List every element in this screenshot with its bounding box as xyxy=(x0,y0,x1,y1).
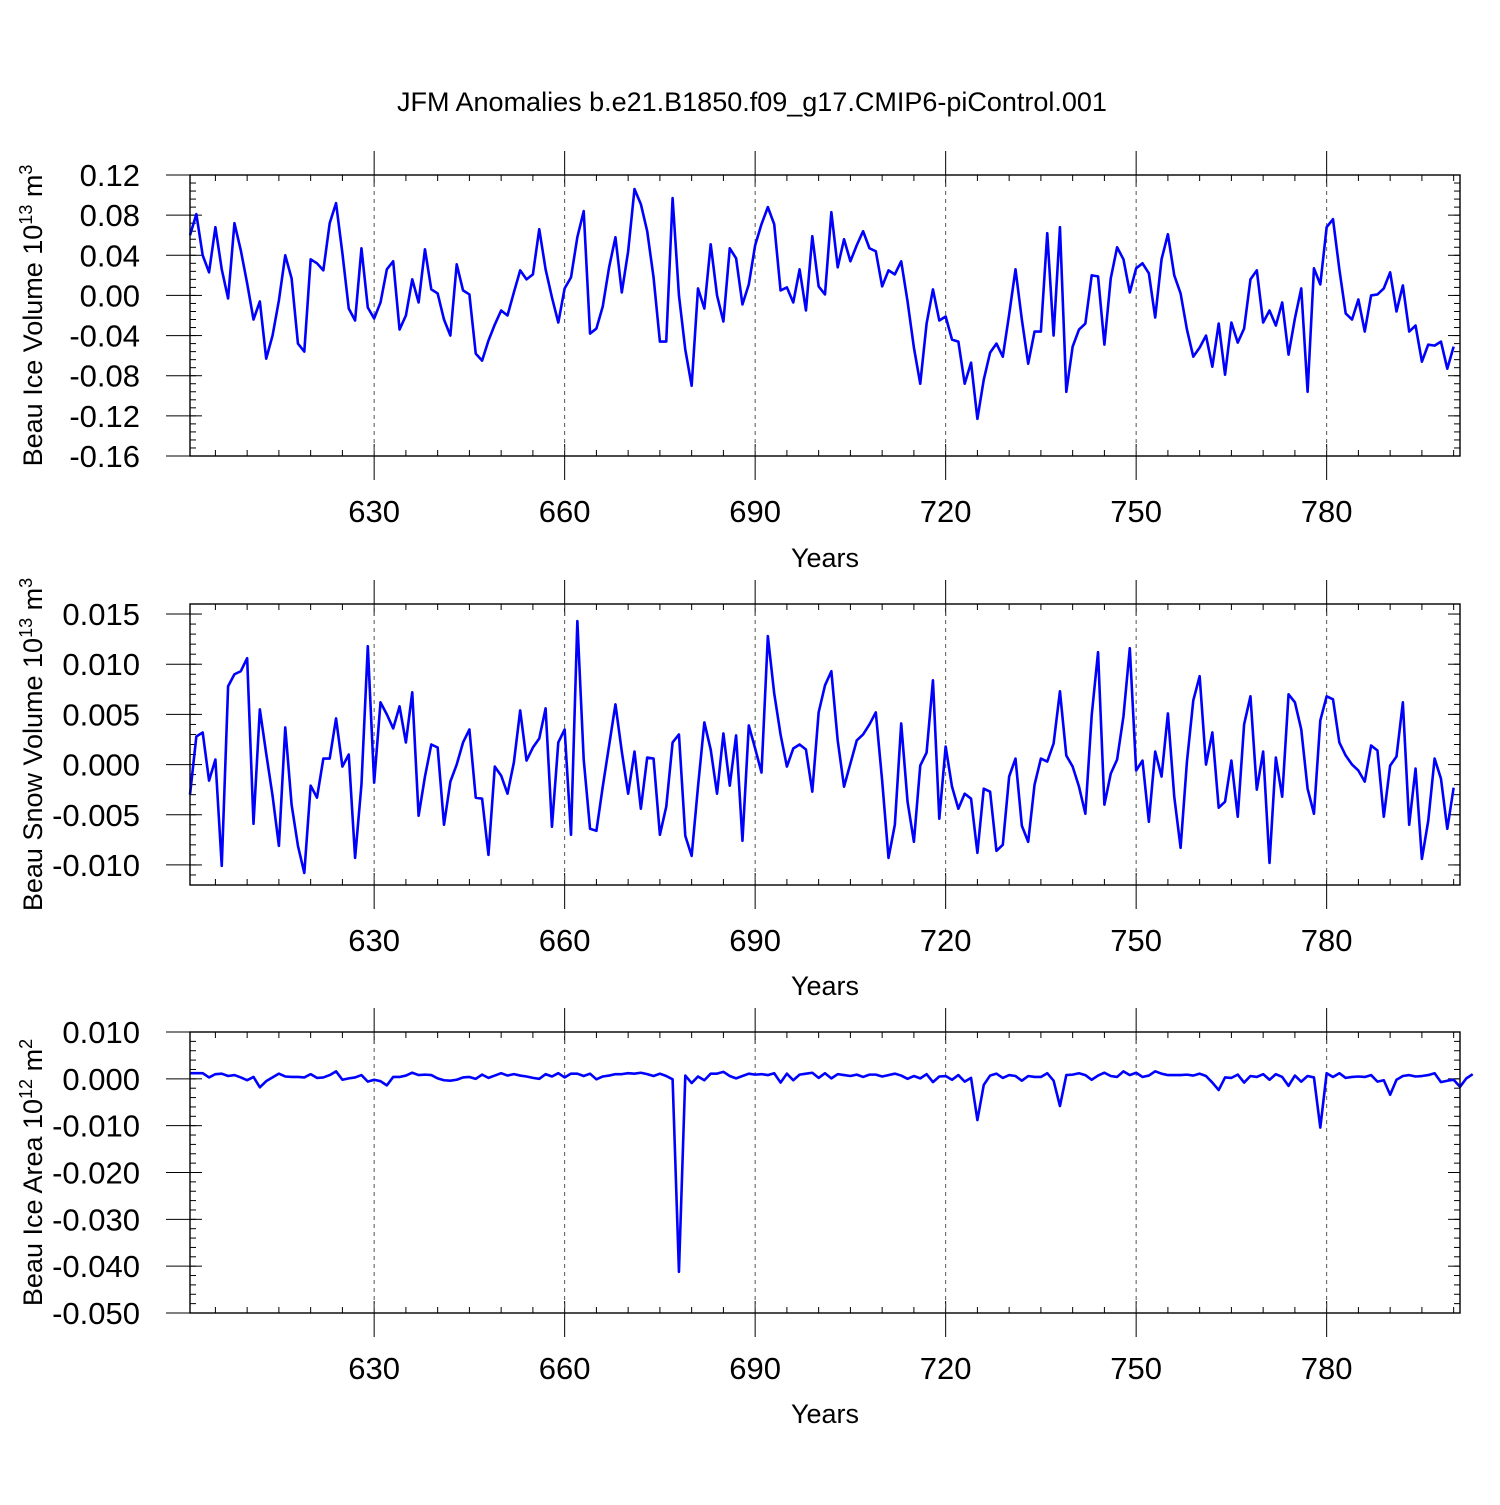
x-tick-label: 780 xyxy=(1301,923,1353,958)
series-line-1 xyxy=(188,187,1455,421)
x-tick-label: 720 xyxy=(920,923,972,958)
x-axis-label: Years xyxy=(791,1399,859,1429)
x-tick-label: 630 xyxy=(348,923,400,958)
x-tick-label: 690 xyxy=(729,1351,781,1386)
y-tick-label: -0.040 xyxy=(52,1249,140,1284)
y-tick-label: 0.000 xyxy=(62,1062,140,1097)
y-axis-label-part: Beau Ice Volume 10 xyxy=(18,225,48,467)
x-tick-label: 720 xyxy=(920,494,972,529)
x-tick-label: 690 xyxy=(729,494,781,529)
y-tick-label: 0.010 xyxy=(62,647,140,682)
y-axis-label-part: m xyxy=(18,175,48,205)
y-tick-label: -0.010 xyxy=(52,848,140,883)
y-tick-label: 0.000 xyxy=(62,748,140,783)
plot-frame xyxy=(189,1031,1461,1314)
panels: 630 660 690 720 750 780 -0.16 -0.12 -0.08 -0.04 0.… xyxy=(16,151,1474,1429)
y-tick-label: -0.050 xyxy=(52,1296,140,1331)
x-tick-label: 750 xyxy=(1110,494,1162,529)
x-tick-label: 660 xyxy=(539,923,591,958)
x-tick-label: 750 xyxy=(1110,1351,1162,1386)
y-axis-label-exponent: 13 xyxy=(16,205,36,225)
y-tick-label: 0.04 xyxy=(80,238,140,273)
y-tick-label: 0.015 xyxy=(62,597,140,632)
x-tick-label: 630 xyxy=(348,494,400,529)
y-tick-label: 0.00 xyxy=(80,278,140,313)
y-axis-label-exponent: 3 xyxy=(16,165,36,175)
series-line-1 xyxy=(190,1070,1474,1274)
x-tick-label: 660 xyxy=(539,494,591,529)
x-tick-label: 780 xyxy=(1301,1351,1353,1386)
y-axis-label-exponent: 13 xyxy=(16,618,36,638)
y-axis-label-exponent: 12 xyxy=(16,1079,36,1099)
panel-1: 630 660 690 720 750 780 -0.16 -0.12 -0.08 -0.04 0.… xyxy=(16,151,1461,573)
x-axis-label: Years xyxy=(791,971,859,1001)
x-tick-label: 660 xyxy=(539,1351,591,1386)
y-tick-label: 0.010 xyxy=(62,1015,140,1050)
figure-title: JFM Anomalies b.e21.B1850.f09_g17.CMIP6-… xyxy=(397,87,1107,117)
y-tick-label: -0.08 xyxy=(69,359,140,394)
y-tick-label: -0.16 xyxy=(69,439,140,474)
plot-frame xyxy=(189,603,1461,886)
y-axis-label-part: m xyxy=(18,1049,48,1079)
y-axis-label-part: m xyxy=(18,588,48,618)
y-tick-label: -0.04 xyxy=(69,319,140,354)
y-tick-label: 0.12 xyxy=(80,158,140,193)
y-axis-label-part: Beau Snow Volume 10 xyxy=(18,638,48,911)
y-axis-label-part: Beau Ice Area 10 xyxy=(18,1099,48,1306)
y-tick-label: 0.005 xyxy=(62,697,140,732)
y-axis-label-exponent: 2 xyxy=(16,1039,36,1049)
series-line-1 xyxy=(188,619,1455,875)
x-tick-label: 690 xyxy=(729,923,781,958)
panel-3: 630 660 690 720 750 780 -0.050 -0.040 -0.030 -0.0… xyxy=(16,1008,1474,1429)
x-tick-label: 720 xyxy=(920,1351,972,1386)
y-axis-label: Beau Snow Volume 1013 m3 xyxy=(16,578,48,911)
y-tick-label: -0.030 xyxy=(52,1202,140,1237)
x-tick-label: 780 xyxy=(1301,494,1353,529)
panel-2: 630 660 690 720 750 780 -0.010 -0.005 0.000 0.005… xyxy=(16,578,1461,1001)
y-axis-label: Beau Ice Area 1012 m2 xyxy=(16,1039,48,1306)
x-tick-label: 750 xyxy=(1110,923,1162,958)
y-tick-label: -0.12 xyxy=(69,399,140,434)
x-axis-label: Years xyxy=(791,543,859,573)
y-tick-label: 0.08 xyxy=(80,198,140,233)
y-tick-label: -0.005 xyxy=(52,798,140,833)
x-tick-label: 630 xyxy=(348,1351,400,1386)
y-tick-label: -0.010 xyxy=(52,1109,140,1144)
y-tick-label: -0.020 xyxy=(52,1156,140,1191)
y-axis-label-exponent: 3 xyxy=(16,578,36,588)
plot-frame xyxy=(189,174,1461,457)
y-axis-label: Beau Ice Volume 1013 m3 xyxy=(16,165,48,467)
